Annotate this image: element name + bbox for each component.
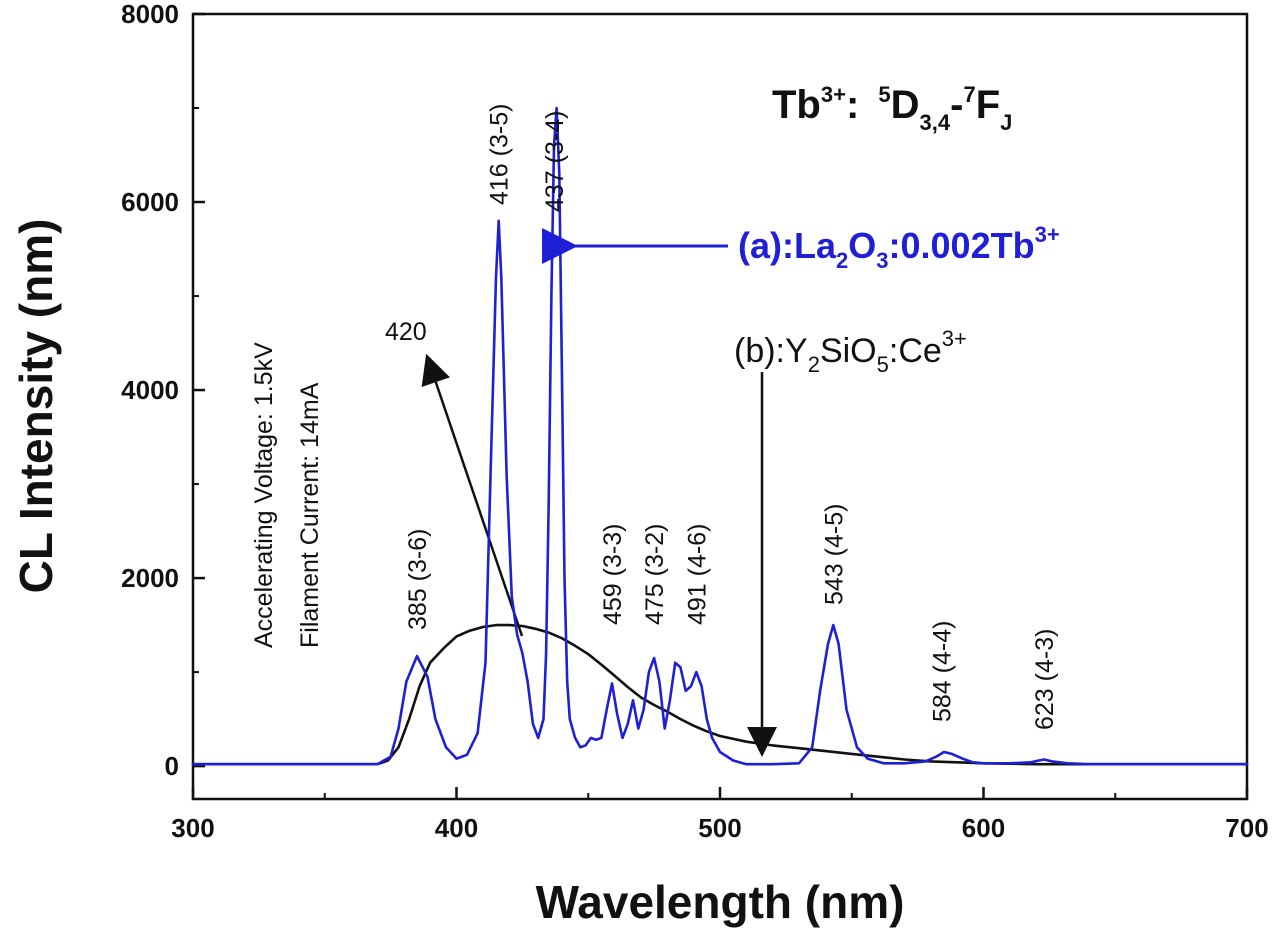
legend-a-part1: (a):La bbox=[738, 225, 837, 266]
arrow-420 bbox=[421, 353, 524, 637]
chart-title: Tb3+: 5D3,4-7FJ bbox=[772, 82, 1012, 135]
condition-voltage: Accelerating Voltage: 1.5kV bbox=[250, 342, 278, 648]
title-low-sub: J bbox=[1000, 110, 1012, 135]
series-a-line bbox=[191, 106, 1249, 766]
peak-label: 475 (3-2) bbox=[641, 524, 669, 625]
title-up: D bbox=[891, 83, 920, 127]
legend-b-label: (b):Y2SiO5:Ce3+ bbox=[734, 326, 967, 377]
plot-frame bbox=[191, 12, 1249, 801]
x-tick-label: 400 bbox=[435, 813, 478, 843]
series-layer bbox=[191, 106, 1249, 766]
title-ion: Tb bbox=[772, 83, 821, 127]
x-axis-title: Wavelength (nm) bbox=[536, 876, 905, 928]
title-ion-sup: 3+ bbox=[821, 82, 846, 107]
series-b-line bbox=[191, 623, 1249, 766]
peak-label: 437 (3-4) bbox=[541, 111, 569, 212]
title-low: F bbox=[976, 83, 1000, 127]
legend-b-part1: (b):Y bbox=[734, 332, 808, 370]
legend-b-sub1: 2 bbox=[808, 352, 820, 377]
y-tick-label: 2000 bbox=[121, 563, 179, 593]
legend-a-sup: 3+ bbox=[1035, 222, 1060, 247]
title-up-sub: 3,4 bbox=[920, 110, 951, 135]
y-tick-label: 0 bbox=[165, 751, 179, 781]
axis-ticks: 300 400 500 600 700 0 2000 4000 6000 8000 bbox=[121, 0, 1269, 843]
title-up-sup: 5 bbox=[878, 82, 890, 107]
peak-label: 385 (3-6) bbox=[404, 529, 432, 630]
x-tick-label: 600 bbox=[962, 813, 1005, 843]
legend-b-sup: 3+ bbox=[942, 326, 967, 351]
peak-label: 416 (3-5) bbox=[486, 104, 514, 205]
y-tick-label: 4000 bbox=[121, 375, 179, 405]
legend-b-sub2: 5 bbox=[877, 352, 889, 377]
y-axis-title: CL Intensity (nm) bbox=[10, 219, 62, 594]
legend-a-part3: :0.002Tb bbox=[889, 225, 1035, 266]
x-tick-label: 500 bbox=[698, 813, 741, 843]
x-tick-label: 700 bbox=[1225, 813, 1268, 843]
title-low-sup: 7 bbox=[963, 82, 975, 107]
peak-label: 623 (4-3) bbox=[1031, 629, 1059, 730]
legend-b-part3: :Ce bbox=[889, 332, 942, 370]
peak-label: 491 (4-6) bbox=[683, 524, 711, 625]
peak-annotations: 385 (3-6) 416 (3-5) 437 (3-4) 459 (3-3) 475 … bbox=[404, 104, 1059, 730]
condition-current: Filament Current: 14mA bbox=[296, 382, 324, 648]
y-tick-label: 6000 bbox=[121, 187, 179, 217]
legend-b-part2: SiO bbox=[820, 332, 877, 370]
x-tick-label: 300 bbox=[171, 813, 214, 843]
legend-a-sub1: 2 bbox=[836, 248, 848, 273]
title-dash: - bbox=[950, 83, 963, 127]
y-tick-label: 8000 bbox=[121, 0, 179, 29]
peak-label: 459 (3-3) bbox=[599, 524, 627, 625]
title-sep: : bbox=[846, 83, 870, 127]
peak-label: 584 (4-4) bbox=[928, 621, 956, 722]
legend-a-sub2: 3 bbox=[876, 248, 888, 273]
legend-a-part2: O bbox=[848, 225, 876, 266]
legend-a-label: (a):La2O3:0.002Tb3+ bbox=[738, 222, 1060, 273]
peak-label: 543 (4-5) bbox=[820, 504, 848, 605]
label-420: 420 bbox=[385, 318, 427, 346]
